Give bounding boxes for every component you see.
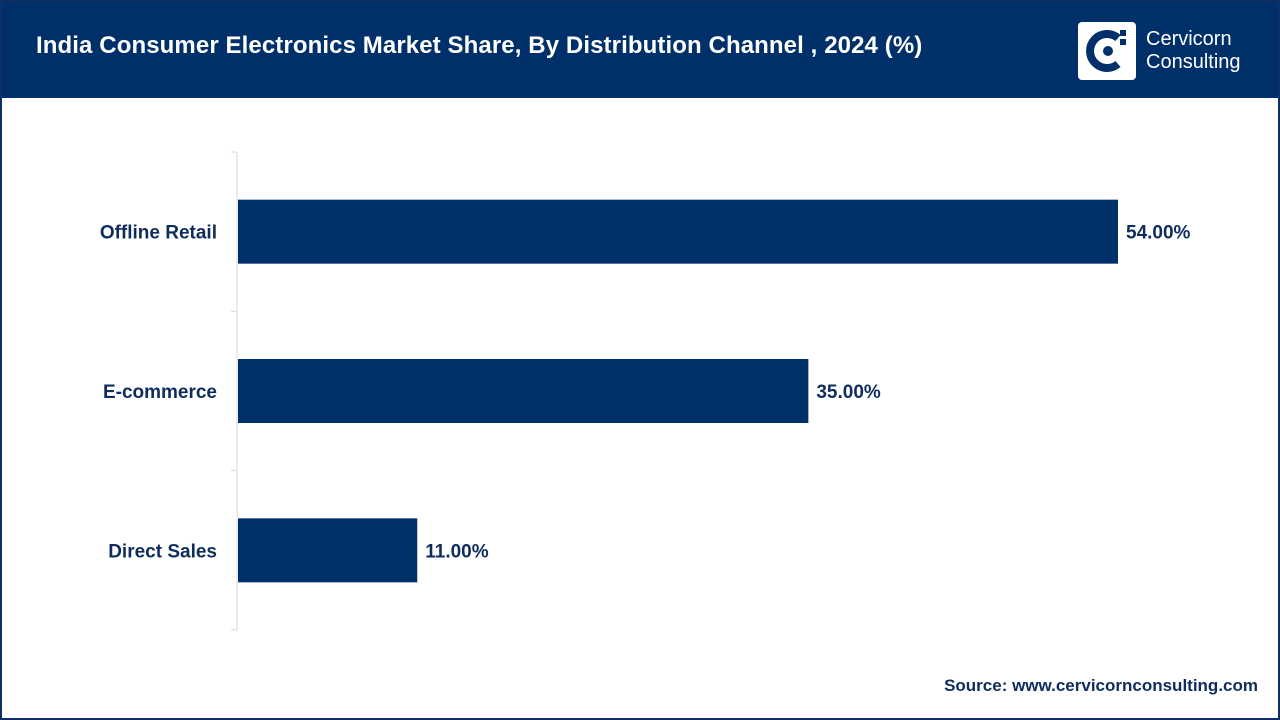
chart-axis — [231, 151, 238, 631]
bar-offline-retail — [238, 199, 1118, 264]
category-label: Offline Retail — [100, 223, 217, 244]
category-labels: Offline Retail E-commerce Direct Sales — [100, 223, 217, 563]
chart-bars — [238, 199, 1118, 583]
category-label: E-commerce — [103, 382, 217, 403]
value-label: 54.00% — [1126, 223, 1191, 244]
value-label: 35.00% — [816, 382, 881, 403]
source-note: Source: www.cervicornconsulting.com — [944, 676, 1258, 695]
bar-e-commerce — [238, 359, 809, 423]
value-labels: 54.00% 35.00% 11.00% — [425, 223, 1190, 563]
brand-name: Cervicorn Consulting — [1146, 28, 1241, 74]
category-label: Direct Sales — [108, 541, 217, 562]
value-label: 11.00% — [425, 541, 488, 562]
chart-title: India Consumer Electronics Market Share,… — [36, 32, 923, 59]
header-bar: India Consumer Electronics Market Share,… — [2, 2, 1278, 98]
cervicorn-logo-icon — [1078, 22, 1136, 80]
brand-name-line2: Consulting — [1146, 51, 1241, 73]
brand-name-line1: Cervicorn — [1146, 28, 1232, 50]
bar-direct-sales — [238, 518, 418, 583]
brand-logo: Cervicorn Consulting — [1078, 22, 1268, 80]
